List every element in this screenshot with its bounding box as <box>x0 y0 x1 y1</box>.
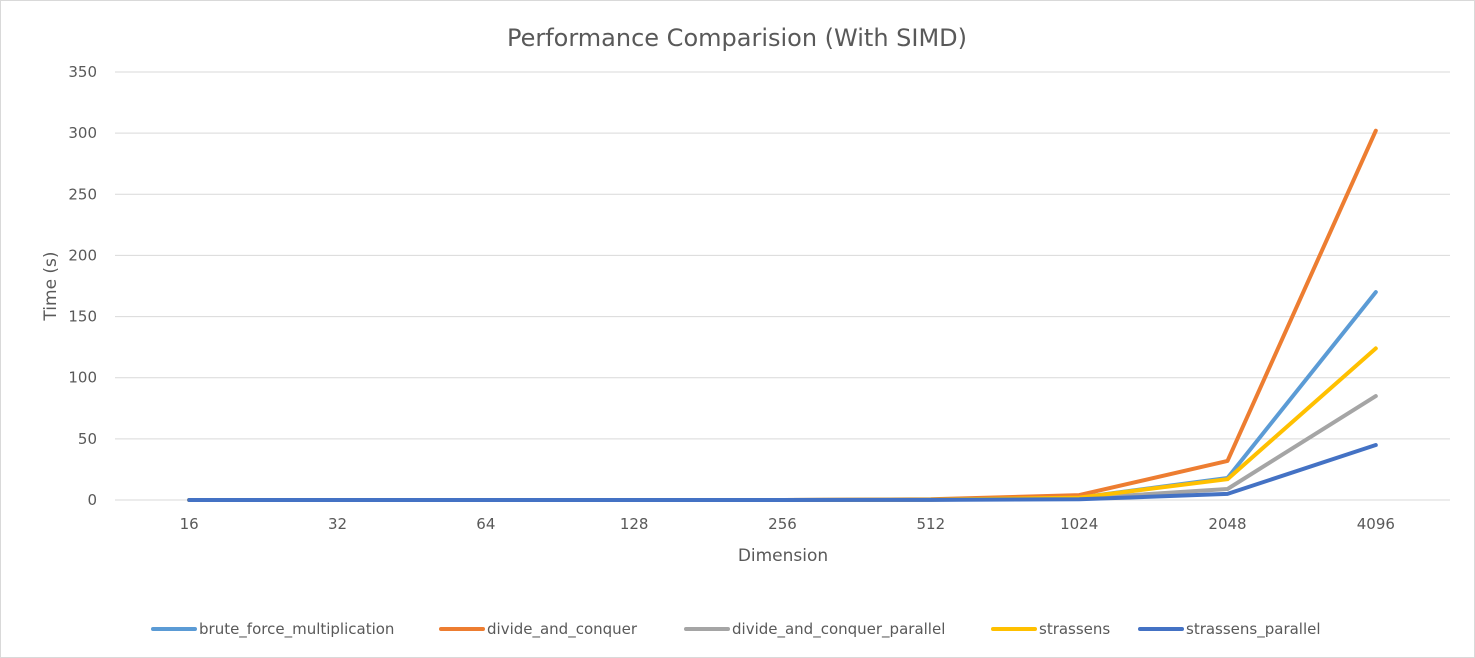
x-tick-label: 1024 <box>1060 515 1098 533</box>
series-line-strassens_parallel <box>187 443 1378 502</box>
y-tick-label: 350 <box>68 63 97 81</box>
y-tick-label: 200 <box>68 246 97 264</box>
y-tick-label: 100 <box>68 369 97 387</box>
x-axis-title: Dimension <box>738 546 828 566</box>
legend-label: divide_and_conquer <box>487 620 638 639</box>
legend-label: strassens_parallel <box>1186 620 1321 639</box>
legend-label: strassens <box>1039 620 1110 638</box>
y-axis-title: Time (s) <box>41 251 61 321</box>
x-tick-label: 256 <box>768 515 797 533</box>
legend-label: divide_and_conquer_parallel <box>732 620 945 639</box>
y-tick-label: 50 <box>78 430 97 448</box>
x-tick-label: 512 <box>917 515 946 533</box>
x-tick-label: 64 <box>476 515 495 533</box>
series-line-strassens <box>187 346 1378 502</box>
y-tick-label: 150 <box>68 308 97 326</box>
x-tick-label: 128 <box>620 515 649 533</box>
x-tick-label: 16 <box>180 515 199 533</box>
legend-label: brute_force_multiplication <box>199 620 394 639</box>
x-tick-label: 4096 <box>1357 515 1395 533</box>
y-tick-label: 300 <box>68 124 97 142</box>
x-tick-label: 32 <box>328 515 347 533</box>
chart-title: Performance Comparision (With SIMD) <box>507 24 967 52</box>
series-line-divide_and_conquer <box>187 128 1378 502</box>
y-tick-label: 250 <box>68 185 97 203</box>
y-tick-label: 0 <box>87 491 97 509</box>
x-tick-label: 2048 <box>1208 515 1246 533</box>
